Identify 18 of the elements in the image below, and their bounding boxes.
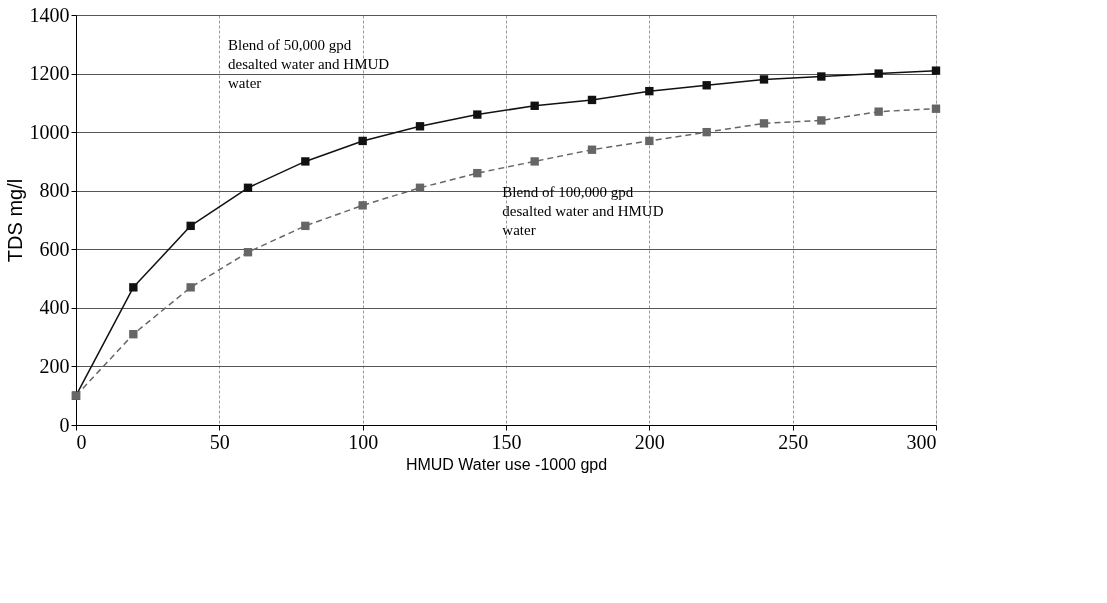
y-tick-label: 1200 — [29, 62, 70, 85]
y-tick-label: 600 — [39, 237, 70, 260]
x-axis-title: HMUD Water use -1000 gpd — [405, 455, 608, 473]
y-tick-label: 0 — [59, 413, 70, 436]
x-tick-label: 200 — [634, 430, 665, 453]
y-tick-label: 800 — [39, 179, 70, 202]
y-tick-label: 200 — [39, 354, 70, 377]
y-tick-label: 1400 — [29, 3, 70, 26]
x-tick-label: 300 — [906, 430, 937, 453]
y-tick-label: 400 — [39, 296, 70, 319]
y-tick-label: 1000 — [29, 120, 70, 143]
x-tick-label: 50 — [209, 430, 230, 453]
x-tick-label: 0 — [76, 430, 87, 453]
x-tick-label: 100 — [348, 430, 379, 453]
x-tick-label: 250 — [778, 430, 809, 453]
text: Blend of 50,000 gpd desalted water and HMUD water — [228, 36, 390, 91]
x-tick-label: 150 — [491, 430, 522, 453]
y-axis-title: TDS mg/l — [3, 178, 26, 263]
